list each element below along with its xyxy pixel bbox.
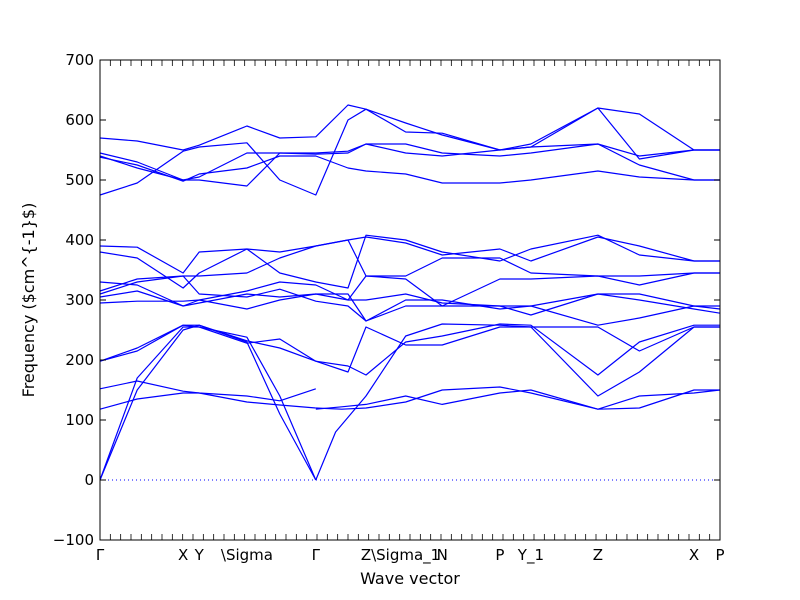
y-tick-label: 700 <box>65 51 94 69</box>
x-tick-label: P <box>715 546 724 564</box>
y-tick-label: −100 <box>53 531 94 549</box>
band-line-21 <box>99 104 720 151</box>
x-tick-label: X <box>178 546 188 564</box>
x-tick-label: N <box>437 546 448 564</box>
band-line-18 <box>99 155 720 184</box>
x-axis-ticks: Γ X Y \Sigma Γ Z \Sigma_1N P Y_1 Z X P <box>96 60 725 565</box>
plot-area <box>99 104 721 481</box>
band-line-20 <box>99 143 720 181</box>
band-line-14 <box>99 239 720 307</box>
x-tick-label: P <box>495 546 504 564</box>
x-tick-label: \Sigma_1 <box>371 546 440 565</box>
y-axis-label: Frequency ($cm^{-1}$) <box>19 203 38 398</box>
band-line-5 <box>99 380 316 402</box>
x-tick-label: \Sigma <box>221 546 273 564</box>
band-line-9 <box>99 324 720 373</box>
y-tick-label: 400 <box>65 231 94 249</box>
band-line-8 <box>99 323 720 376</box>
y-tick-label: 100 <box>65 411 94 429</box>
band-line-12 <box>99 275 720 322</box>
plot-frame <box>99 59 721 541</box>
band-line-7 <box>315 389 721 410</box>
x-tick-label: Y <box>194 546 205 564</box>
band-line-16 <box>99 234 720 289</box>
y-tick-label: 0 <box>84 471 94 489</box>
band-line-6 <box>315 386 720 410</box>
y-tick-label: 600 <box>65 111 94 129</box>
x-tick-label: Y_1 <box>517 546 544 565</box>
y-tick-label: 500 <box>65 171 94 189</box>
x-tick-label: X <box>689 546 699 564</box>
x-tick-label: Z <box>361 546 371 564</box>
y-tick-label: 200 <box>65 351 94 369</box>
band-line-11 <box>99 290 721 316</box>
x-tick-label: Γ <box>312 546 321 564</box>
y-tick-label: 300 <box>65 291 94 309</box>
x-tick-label: Γ <box>96 546 105 564</box>
x-axis-label: Wave vector <box>360 569 460 588</box>
x-tick-label: Z <box>593 546 603 564</box>
